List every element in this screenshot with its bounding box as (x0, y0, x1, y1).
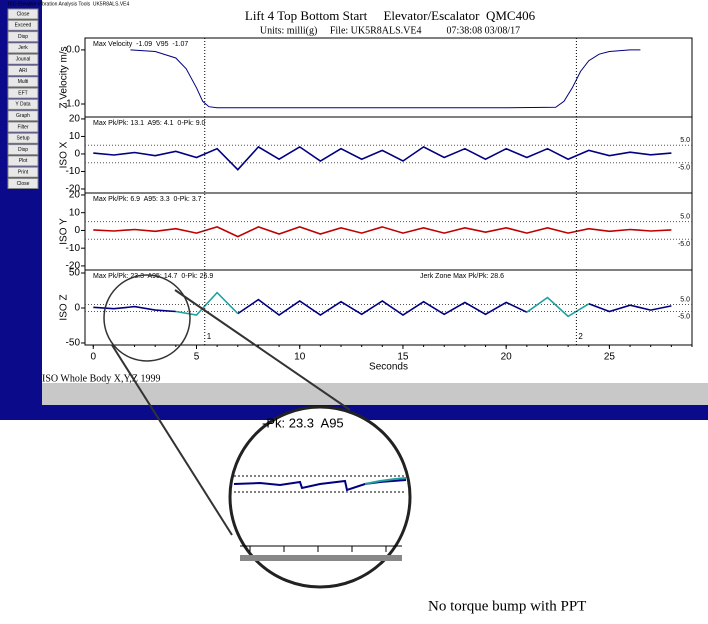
y-tick-label: 0.0 (66, 45, 80, 56)
zoom-callout: -Pk: 23.3 A95 (103, 274, 412, 589)
threshold-label: 5.0 (680, 296, 690, 303)
sidebar-button[interactable] (7, 155, 39, 167)
sidebar-button-label: Exceed (15, 23, 32, 29)
y-axis-label: ISO Y (59, 218, 70, 245)
sidebar-button-label: Jounal (16, 57, 31, 63)
footer-label: ISO Whole Body X,Y,Z 1999 (42, 373, 161, 384)
threshold-label: -5.0 (678, 241, 690, 248)
sidebar-button[interactable] (7, 87, 39, 99)
y-axis-label: ISO Z (59, 294, 70, 320)
y-tick-label: 0 (74, 149, 80, 160)
sidebar-button-label: Disp (18, 147, 28, 153)
sidebar-button[interactable] (7, 178, 39, 189)
y-tick-label: -10 (66, 243, 81, 254)
y-tick-label: -10 (66, 166, 81, 177)
series-line (175, 291, 590, 318)
sidebar-button-label: ARI (19, 68, 27, 74)
caption: No torque bump with PPT (428, 598, 586, 614)
sidebar-button[interactable] (7, 98, 39, 110)
series-line (130, 49, 641, 109)
y-tick-label: 20 (69, 114, 81, 125)
event-marker-label: 1 (207, 332, 212, 341)
sidebar-button-label: Filter (17, 124, 28, 130)
sidebar-button[interactable] (7, 76, 39, 88)
y-axis-label: ISO X (59, 141, 70, 168)
sidebar-button[interactable] (7, 53, 39, 65)
annotation: Max Pk/Pk: 6.9 A95: 3.3 0-Pk: 3.7 (93, 196, 202, 203)
annotation: Max Pk/Pk: 13.1 A95: 4.1 0-Pk: 9.0 (93, 120, 206, 127)
sidebar-button[interactable] (7, 110, 39, 122)
plot-frame (84, 37, 693, 346)
sidebar-button[interactable] (7, 19, 39, 31)
x-tick-label: 25 (604, 352, 616, 363)
sidebar-button[interactable] (7, 132, 39, 144)
sidebar-button-label: EFT (18, 90, 27, 96)
threshold-label: 5.0 (680, 137, 690, 144)
x-tick-label: 10 (294, 352, 306, 363)
zoom-text: -Pk: 23.3 A95 (262, 415, 344, 430)
threshold-label: 5.0 (680, 213, 690, 220)
sidebar-button-label: Multi (18, 79, 29, 85)
y-tick-label: -50 (66, 338, 81, 349)
sidebar-button[interactable] (7, 121, 39, 133)
sidebar-button-label: Close (17, 181, 30, 187)
sidebar-button-label: Close (17, 11, 30, 17)
chart-title: Lift 4 Top Bottom Start Elevator/Escalat… (245, 8, 536, 23)
annotation: Max Pk/Pk: 23.3 A95: 14.7 0-Pk: 26.9 (93, 273, 213, 280)
y-tick-label: -20 (66, 184, 81, 195)
y-tick-label: 0 (74, 225, 80, 236)
sidebar-button[interactable] (7, 166, 39, 178)
y-tick-label: 10 (69, 131, 81, 142)
sidebar-button[interactable] (7, 42, 39, 54)
series-line (93, 145, 672, 171)
x-tick-label: 0 (90, 352, 96, 363)
sidebar-button-label: Plot (19, 158, 28, 164)
window-title: ISO Elevator Vibration Analysis Tools UK… (8, 1, 129, 7)
zoom-source (103, 274, 191, 362)
zoom-lens (228, 405, 412, 589)
sidebar-button[interactable] (7, 31, 39, 43)
y-tick-label: 20 (69, 190, 81, 201)
y-tick-label: -1.0 (63, 99, 81, 110)
threshold-label: -5.0 (678, 313, 690, 320)
x-tick-label: 15 (397, 352, 409, 363)
zoom-bar (240, 555, 402, 561)
zoom-connector (111, 344, 233, 536)
x-tick-label: 20 (501, 352, 513, 363)
zoom-ticks (249, 546, 387, 552)
sidebar-button-label: Disp (18, 34, 28, 40)
y-tick-label: 0 (74, 303, 80, 314)
sidebar-button-label: Jerk (18, 45, 28, 51)
chart-subtitle: Units: milli(g) File: UK5R8ALS.VE4 07:38… (260, 25, 520, 36)
series-line (93, 226, 672, 238)
sidebar-button[interactable] (7, 144, 39, 156)
y-tick-label: 50 (69, 268, 81, 279)
x-tick-label: 5 (194, 352, 200, 363)
sidebar-button[interactable] (7, 65, 39, 76)
event-marker-label: 2 (578, 332, 583, 341)
series-line (93, 298, 672, 316)
annotation: Jerk Zone Max Pk/Pk: 28.6 (420, 273, 504, 280)
y-tick-label: 10 (69, 207, 81, 218)
annotation: Max Velocity -1.09 V95 -1.07 (93, 41, 188, 48)
y-tick-label: -20 (66, 261, 81, 272)
x-axis-label: Seconds (369, 362, 408, 373)
status-bar (42, 383, 708, 405)
zoom-connector (174, 289, 351, 411)
sidebar-button-label: Y Data (15, 102, 30, 108)
y-axis-label: Z Velocity m/s (59, 46, 70, 108)
sidebar-button[interactable] (7, 8, 39, 20)
sidebar-button-label: Graph (16, 113, 30, 119)
zoom-trace (364, 477, 407, 485)
sidebar-button-label: Setup (16, 136, 29, 142)
threshold-label: -5.0 (678, 165, 690, 172)
sidebar-button-label: Print (18, 170, 29, 176)
